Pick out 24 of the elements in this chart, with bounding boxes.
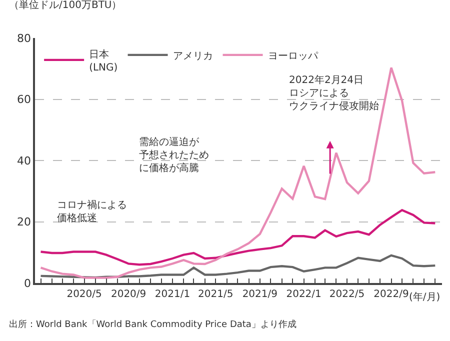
x-tick-label: 2021/5: [198, 288, 234, 300]
y-tick-label: 60: [17, 93, 32, 106]
annotation: コロナ禍による価格低迷: [57, 199, 127, 224]
y-tick-label: 40: [17, 154, 32, 168]
line-series: [40, 254, 436, 279]
x-tick-label: 2021/9: [242, 288, 278, 300]
text: 出所：World Bank「World Bank Commodity Price Data」より作成: [9, 319, 296, 330]
y-axis-title: （単位ドル/100万BTU）: [9, 0, 122, 11]
legend-label: ヨーロッパ: [268, 50, 319, 62]
x-axis-title: (年/月): [409, 291, 440, 303]
x-tick-label: 2022/1: [286, 288, 322, 300]
legend-label: 日本 (LNG): [89, 48, 118, 74]
y-tick-label: 20: [17, 216, 32, 229]
x-tick-label: 2022/5: [329, 288, 365, 300]
legend-label: アメリカ: [172, 50, 213, 62]
y-tick-label: 80: [17, 32, 32, 45]
x-tick-label: 2022/9: [374, 288, 409, 300]
x-tick-label: 2020/5: [66, 288, 102, 300]
line-series: [40, 209, 436, 266]
x-tick-label: 2021/1: [154, 288, 190, 300]
x-tick-label: 2020/9: [110, 288, 146, 300]
annotation: 2022年2月24日ロシアによるウクライナ侵攻開始: [289, 74, 379, 112]
y-tick-label: 0: [24, 276, 32, 290]
annotation: 需給の逼迫が予想されたために価格が高騰: [139, 136, 209, 174]
